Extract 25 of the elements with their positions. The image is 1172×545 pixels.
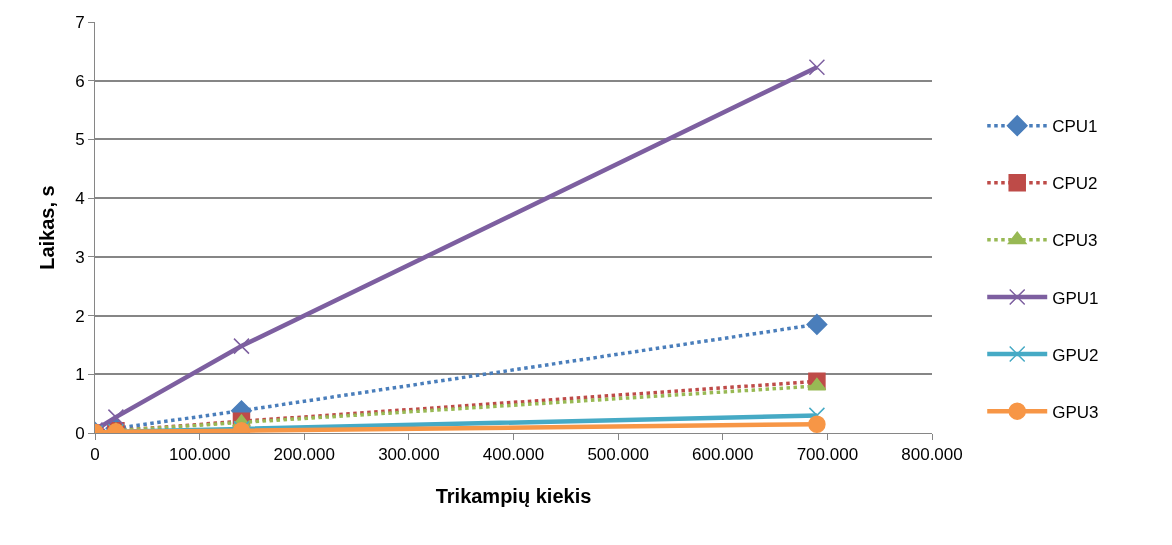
legend-label: CPU2 [1052,174,1098,194]
x-tick-label: 700.000 [796,445,859,465]
y-tick-label: 3 [75,247,85,267]
legend-label: GPU2 [1052,345,1099,365]
x-tick-label: 100.000 [168,445,231,465]
y-tick-label: 0 [75,423,85,443]
legend-label: CPU1 [1052,117,1098,137]
x-tick-label: 600.000 [692,445,754,465]
y-tick-label: 5 [75,130,85,150]
x-axis-title: Trikampių kiekis [435,484,592,507]
y-axis-title: Laikas, s [35,185,58,270]
x-tick-label: 200.000 [273,445,335,465]
x-tick-label: 500.000 [587,445,649,465]
x-tick-label: 300.000 [378,445,440,465]
legend-label: GPU1 [1052,288,1099,308]
x-tick-label: 800.000 [901,445,963,465]
legend-label: CPU3 [1052,231,1098,251]
y-tick-label: 4 [75,189,85,209]
x-tick-label: 0 [90,445,100,465]
y-tick-label: 2 [75,306,85,326]
legend-label: GPU3 [1052,402,1099,422]
x-tick-label: 400.000 [482,445,545,465]
y-tick-label: 1 [75,365,85,385]
y-tick-label: 6 [75,71,85,91]
y-tick-label: 7 [75,12,85,32]
